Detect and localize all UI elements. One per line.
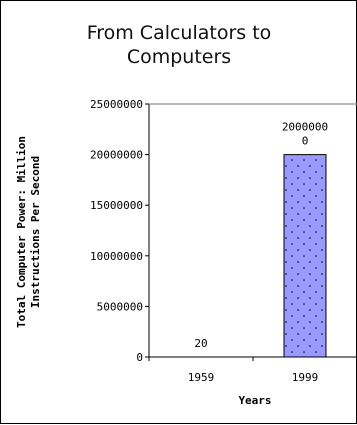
bars <box>283 154 327 358</box>
y-axis-label-line-2: Instructions Per Second <box>29 156 42 308</box>
chart-title-line-1: From Calculators to <box>87 22 272 44</box>
y-tick-label: 0 <box>136 351 143 364</box>
x-axis-label: Years <box>238 394 271 407</box>
chart-title-line-2: Computers <box>127 46 231 68</box>
y-ticks: 0 5000000 10000000 15000000 20000000 25000000 <box>90 98 149 364</box>
data-labels: 20 20000000 <box>194 121 328 350</box>
data-label: 0 <box>302 135 309 148</box>
x-tick-label: 1959 <box>188 371 215 384</box>
y-tick-label: 15000000 <box>90 199 143 212</box>
y-tick-label: 10000000 <box>90 250 143 263</box>
y-tick-label: 5000000 <box>97 300 143 313</box>
y-tick-label: 25000000 <box>90 98 143 111</box>
data-label: 20 <box>194 337 207 350</box>
x-ticks: 1959 1999 <box>148 357 357 384</box>
x-tick-label: 1999 <box>292 371 319 384</box>
data-label: 2000000 <box>282 121 328 134</box>
y-axis-label-line-1: Total Computer Power: Million <box>15 136 28 328</box>
y-tick-label: 20000000 <box>90 149 143 162</box>
bar <box>283 154 327 358</box>
